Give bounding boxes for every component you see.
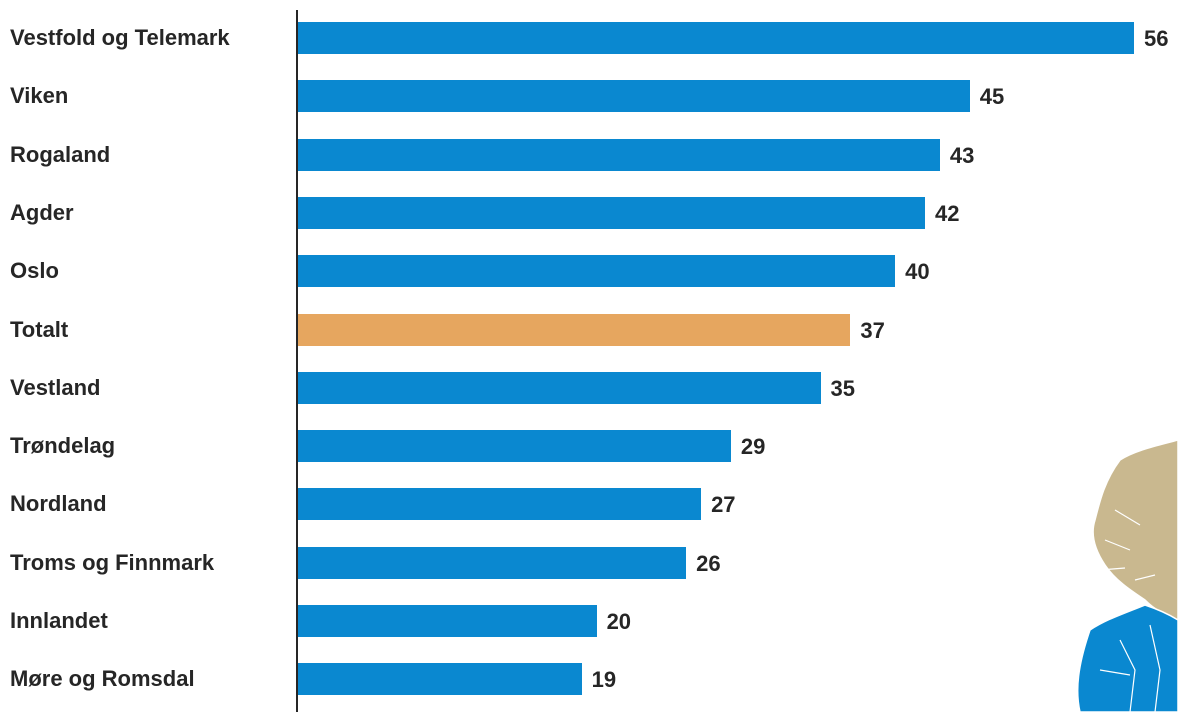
value-label: 42 bbox=[935, 200, 960, 226]
map-land-north bbox=[1092, 440, 1178, 621]
bar bbox=[298, 663, 582, 696]
norway-map-icon bbox=[1076, 440, 1178, 712]
bar bbox=[298, 546, 687, 579]
bar bbox=[298, 255, 896, 288]
value-label: 35 bbox=[830, 375, 855, 401]
category-label: Innlandet bbox=[10, 608, 108, 633]
map-fjords bbox=[1099, 509, 1156, 581]
category-label: Agder bbox=[10, 199, 74, 225]
category-label: Viken bbox=[10, 83, 69, 109]
value-label: 40 bbox=[905, 259, 930, 285]
category-axis-line bbox=[296, 10, 298, 712]
bar bbox=[298, 138, 940, 171]
value-label: 19 bbox=[591, 667, 617, 693]
value-label: 26 bbox=[696, 550, 721, 576]
category-label: Totalt bbox=[10, 316, 69, 342]
value-label: 45 bbox=[979, 84, 1005, 110]
bar bbox=[298, 22, 1134, 54]
category-label: Rogaland bbox=[10, 141, 111, 167]
bar bbox=[298, 430, 731, 463]
category-label: Trøndelag bbox=[10, 433, 116, 459]
bar bbox=[298, 488, 702, 521]
category-label: Nordland bbox=[10, 491, 107, 517]
value-label: 29 bbox=[740, 434, 766, 460]
category-label: Møre og Romsdal bbox=[10, 666, 195, 692]
map-land-south bbox=[1076, 604, 1178, 712]
category-label: Vestland bbox=[10, 374, 101, 400]
category-label: Troms og Finnmark bbox=[10, 549, 215, 575]
bar bbox=[298, 196, 925, 229]
value-label: 43 bbox=[949, 142, 975, 168]
bar bbox=[298, 371, 821, 404]
map-borders bbox=[1099, 624, 1161, 712]
bar bbox=[298, 80, 970, 113]
bar bbox=[298, 313, 851, 346]
bar bbox=[298, 605, 597, 637]
value-label: 27 bbox=[711, 492, 736, 518]
value-label: 20 bbox=[606, 609, 632, 634]
category-label: Oslo bbox=[10, 258, 59, 284]
value-label: 37 bbox=[860, 317, 885, 343]
value-label: 56 bbox=[1144, 26, 1169, 51]
category-label: Vestfold og Telemark bbox=[10, 25, 230, 50]
